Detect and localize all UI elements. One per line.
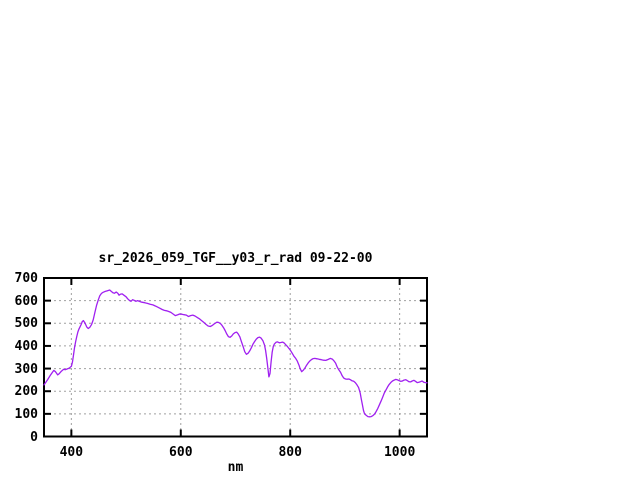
y-tick-label: 500 <box>14 316 38 332</box>
x-tick-label: 600 <box>169 445 193 460</box>
y-tick-label: 0 <box>30 429 38 445</box>
x-axis-label: nm <box>227 460 244 475</box>
x-tick-label: 800 <box>278 445 302 460</box>
y-tick-label: 600 <box>14 293 38 309</box>
y-tick-label: 400 <box>14 338 38 354</box>
x-tick-label: 1000 <box>383 445 416 460</box>
y-tick-label: 300 <box>14 361 38 377</box>
plot-border <box>43 277 428 438</box>
y-tick-label: 100 <box>14 406 38 422</box>
y-tick-label: 700 <box>14 271 38 286</box>
y-tick-label: 200 <box>14 384 38 400</box>
x-tick-label: 400 <box>59 445 84 460</box>
data-line <box>43 289 428 418</box>
chart-title: sr_2026_059_TGF__y03_r_rad 09-22-00 <box>98 251 373 266</box>
